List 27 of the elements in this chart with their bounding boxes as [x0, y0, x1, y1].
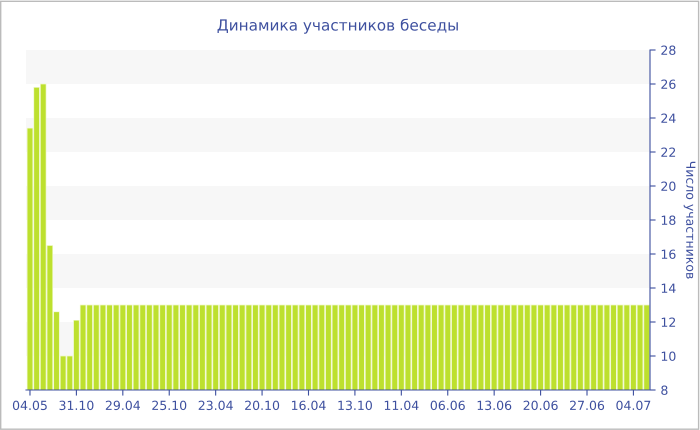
y-tick-label: 14 [662, 284, 676, 293]
y-tick-label: 10 [662, 351, 676, 361]
x-tick-label: 20.10 [245, 400, 280, 410]
x-tick-label: 31.10 [59, 400, 94, 410]
x-tick-label: 25.10 [152, 400, 186, 410]
y-tick-label: 24 [661, 113, 676, 123]
y-axis-title: Число участников [684, 162, 696, 279]
x-tick-label: 23.04 [198, 400, 233, 410]
y-tick-label: 20 [661, 181, 676, 191]
x-tick-label: 13.06 [478, 400, 512, 410]
x-tick-label: 04.07 [616, 400, 650, 410]
y-tick-label: 18 [662, 215, 676, 225]
x-tick-label: 29.04 [106, 400, 140, 410]
x-tick-label: 06.06 [430, 400, 465, 410]
y-tick-label: 8 [661, 385, 668, 395]
x-tick-label: 13.10 [338, 400, 372, 410]
y-tick-label: 12 [662, 317, 676, 327]
y-tick-label: 22 [661, 147, 676, 157]
y-tick-label: 26 [661, 79, 676, 89]
x-tick-label: 16.04 [292, 400, 326, 410]
chart-title: Динамика участников беседы [218, 18, 458, 34]
x-tick-label: 20.06 [524, 400, 558, 410]
x-tick-label: 04.05 [12, 400, 47, 410]
y-tick-label: 16 [662, 249, 676, 259]
x-tick-label: 27.06 [570, 400, 604, 410]
x-tick-label: 11.04 [384, 400, 419, 410]
y-tick-label: 28 [661, 45, 676, 55]
